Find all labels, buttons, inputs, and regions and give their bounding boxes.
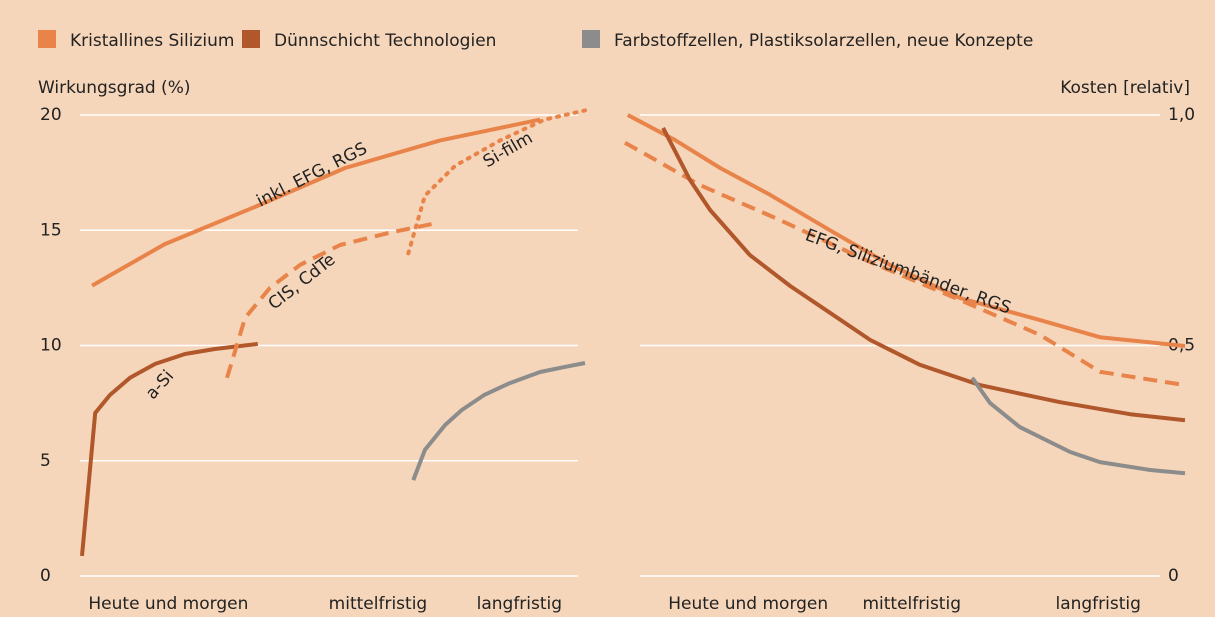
legend-swatch	[582, 30, 600, 48]
x-tick-label: langfristig	[1055, 594, 1140, 614]
y-axis-label: Wirkungsgrad (%)	[38, 78, 190, 98]
x-tick-label: mittelfristig	[329, 594, 428, 614]
line-series	[225, 222, 433, 379]
line-series	[91, 117, 541, 288]
legend-label: Kristallines Silizium	[70, 31, 234, 51]
y2-axis-label: Kosten [relativ]	[1060, 78, 1190, 98]
line-series	[406, 108, 587, 256]
y-tick-label: 1,0	[1168, 105, 1195, 125]
legend-swatch	[38, 30, 56, 48]
x-tick-label: Heute und morgen	[88, 594, 248, 614]
x-tick-label: langfristig	[477, 594, 562, 614]
line-series	[80, 341, 259, 557]
y-tick-label: 15	[40, 220, 62, 240]
y-tick-label: 0	[1168, 566, 1179, 586]
legend-swatch	[242, 30, 260, 48]
y-tick-label: 5	[40, 451, 51, 471]
line-series	[624, 140, 1186, 388]
line-series	[661, 126, 1186, 423]
line-series	[626, 113, 1186, 348]
x-tick-label: Heute und morgen	[668, 594, 828, 614]
y-tick-label: 10	[40, 336, 62, 356]
x-tick-label: mittelfristig	[862, 594, 961, 614]
legend-label: Farbstoffzellen, Plastiksolarzellen, neu…	[614, 31, 1033, 51]
line-series	[411, 361, 586, 481]
y-tick-label: 20	[40, 105, 62, 125]
legend-label: Dünnschicht Technologien	[274, 31, 496, 51]
line-series	[970, 376, 1186, 476]
y-tick-label: 0	[40, 566, 51, 586]
